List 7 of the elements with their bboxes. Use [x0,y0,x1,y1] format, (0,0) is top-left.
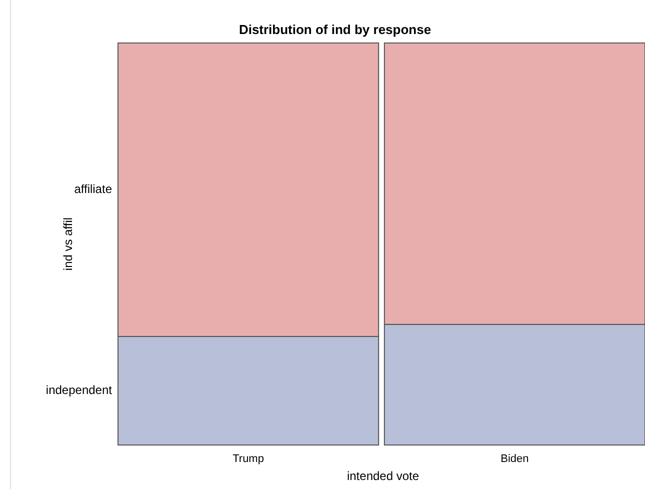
x-axis-title: intended vote [346,469,420,483]
x-tick-label: Biden [500,453,529,465]
x-tick-label: Trump [232,453,264,465]
y-axis-title: ind vs affil [61,217,75,271]
series-label: affiliate [74,182,112,196]
series-label: independent [46,382,113,397]
chart-title: Distribution of ind by response [238,22,432,37]
